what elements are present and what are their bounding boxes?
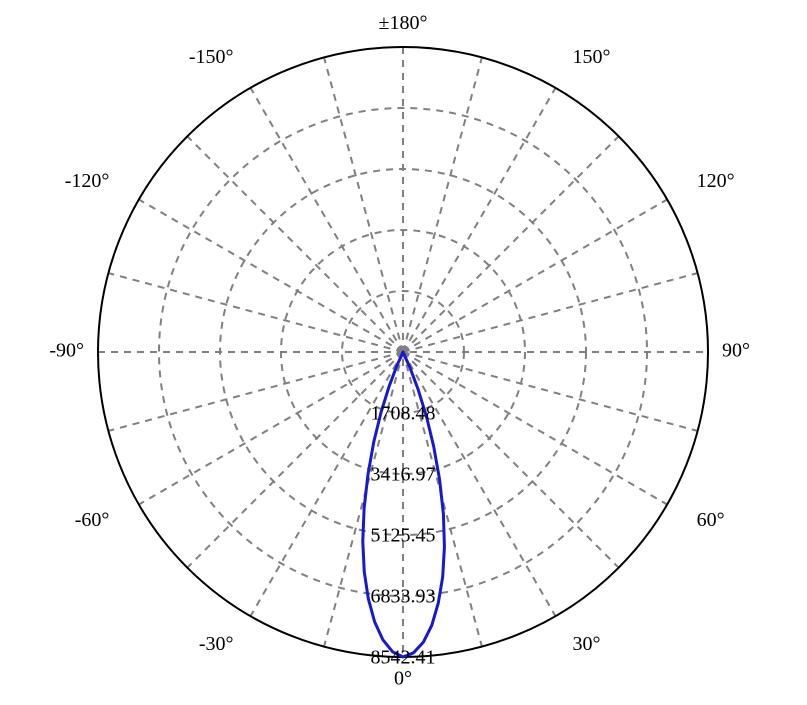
- angle-tick-label: ±180°: [379, 12, 428, 34]
- grid-spoke: [403, 273, 698, 352]
- grid-spoke: [403, 57, 482, 352]
- angle-tick-label: 150°: [573, 46, 611, 68]
- angle-tick-label: 90°: [722, 340, 750, 362]
- angle-tick-label: -30°: [199, 633, 234, 655]
- grid-spoke: [403, 352, 667, 505]
- angle-tick-label: -90°: [49, 340, 84, 362]
- angle-tick-label: 120°: [697, 170, 735, 192]
- radial-tick-label: 5125.45: [371, 525, 436, 547]
- angle-tick-label: -60°: [75, 509, 110, 531]
- grid-spoke: [108, 273, 403, 352]
- radial-tick-label: 3416.97: [371, 464, 436, 486]
- angle-tick-label: -120°: [65, 170, 110, 192]
- angle-tick-label: 30°: [573, 633, 601, 655]
- grid-spoke: [403, 352, 698, 431]
- grid-spoke: [403, 136, 619, 352]
- grid-spoke: [139, 200, 403, 353]
- grid-spoke: [108, 352, 403, 431]
- grid-spoke: [251, 88, 404, 352]
- angle-tick-label: 60°: [697, 509, 725, 531]
- grid-spoke: [139, 352, 403, 505]
- grid-spoke: [403, 88, 556, 352]
- polar-chart: 1708.48 3416.97 5125.45 6833.93 8542.41 ±180°…: [0, 0, 807, 705]
- angle-tick-label: 0°: [394, 668, 412, 690]
- angle-tick-label: -150°: [189, 46, 234, 68]
- radial-tick-label: 1708.48: [371, 403, 436, 425]
- radial-tick-label: 8542.41: [371, 647, 436, 669]
- grid-spoke: [324, 57, 403, 352]
- grid-spoke: [403, 200, 667, 353]
- radial-tick-label: 6833.93: [371, 586, 436, 608]
- grid-spoke: [187, 136, 403, 352]
